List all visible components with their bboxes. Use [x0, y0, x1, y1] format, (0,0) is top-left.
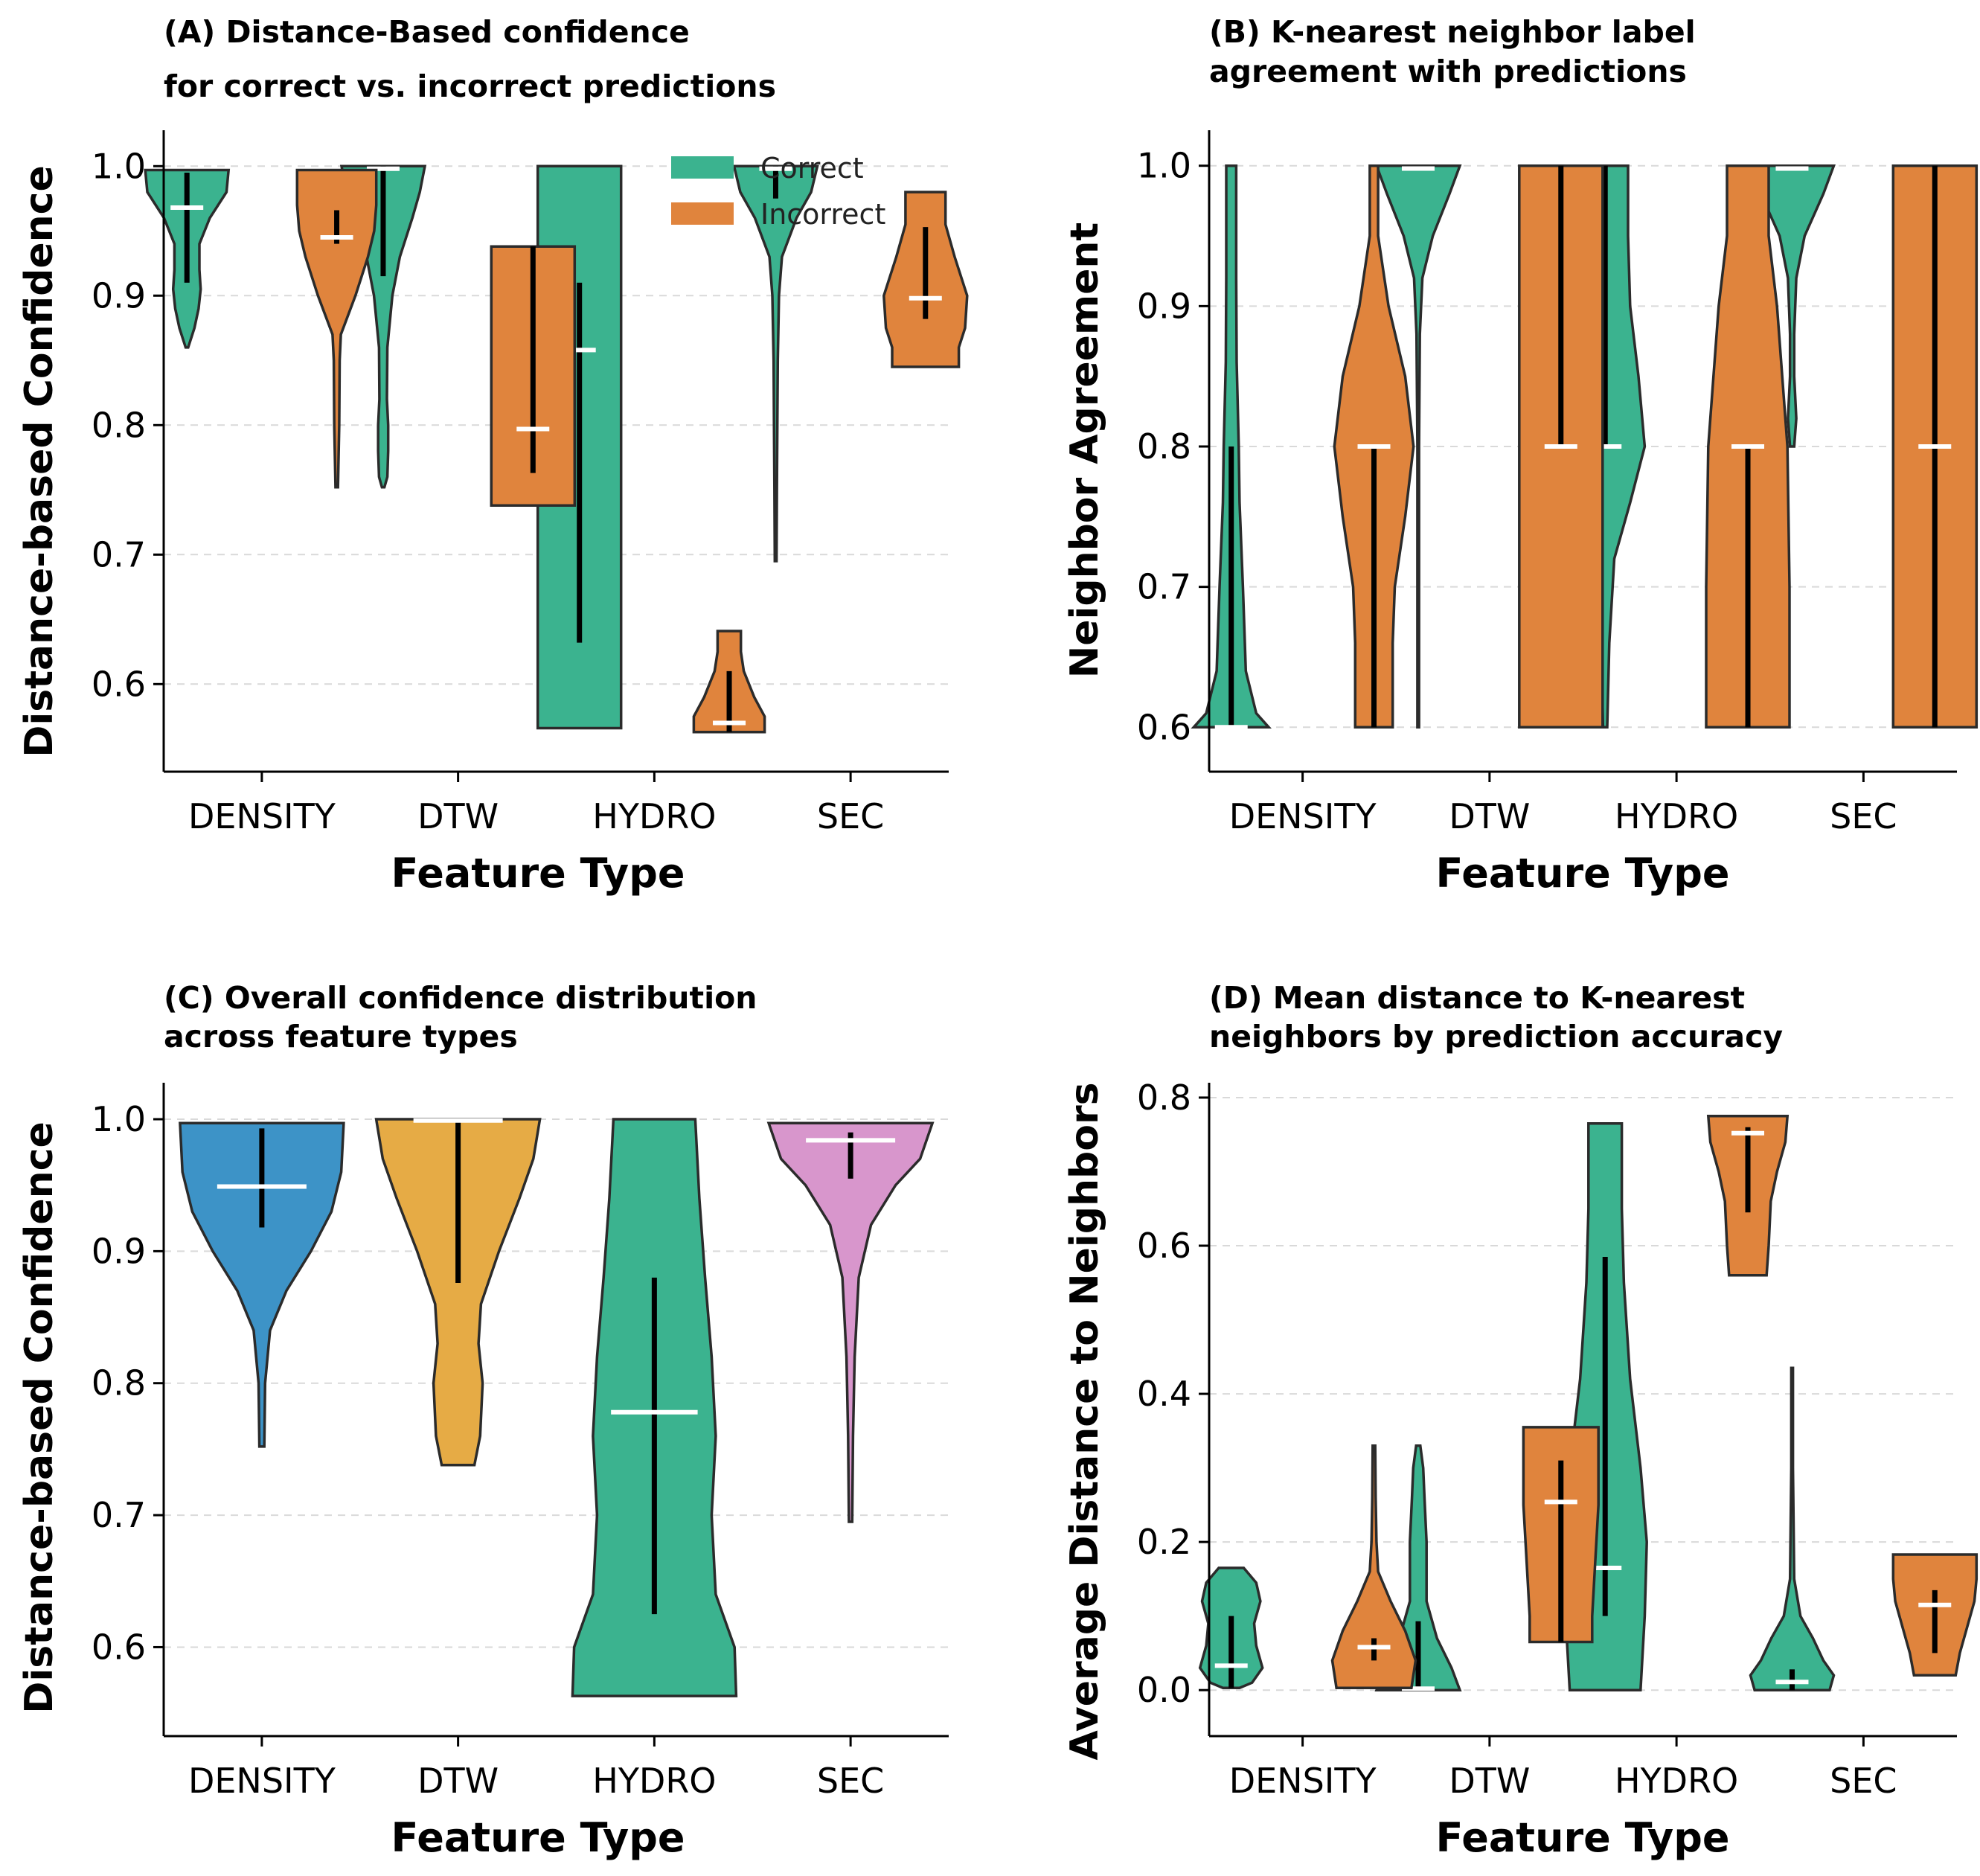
legend-correct-label: Correct: [760, 152, 864, 185]
panel-b-x-tick-label-density: DENSITY: [1229, 796, 1377, 836]
panel-d-x-axis-label: Feature Type: [1436, 1814, 1730, 1861]
panel-a-x-tick-label-dtw: DTW: [417, 796, 499, 836]
legend: Correct Incorrect: [671, 152, 885, 231]
panel-c-x-tick-label-dtw: DTW: [417, 1761, 499, 1801]
panel-d-x-tick-label-sec: SEC: [1830, 1761, 1897, 1801]
panel-d-title-line-2: neighbors by prediction accuracy: [1209, 1019, 1783, 1054]
panel-b-y-tick-label: 0.6: [1137, 707, 1191, 747]
panel-b-y-tick-label: 0.8: [1137, 426, 1191, 467]
panel-b-y-tick-label: 1.0: [1137, 146, 1191, 186]
panel-a-y-tick-label: 1.0: [92, 146, 146, 186]
panel-c-title-line-2: across feature types: [164, 1019, 518, 1054]
panel-a-title-line-1: (A) Distance-Based confidence: [164, 14, 690, 50]
panel-a-y-axis-label: Distance-based Confidence: [17, 165, 62, 758]
panel-b-x-tick-label-hydro: HYDRO: [1615, 796, 1738, 836]
panel-b-y-tick-label: 0.9: [1137, 286, 1191, 326]
panel-d: (D) Mean distance to K-nearest neighbors…: [1063, 980, 1979, 1861]
panel-a-violin-correct-dtw: [339, 164, 427, 489]
panel-b-plot-area: 0.6 0.7 0.8 0.9 1.0 DENSITY DTW HYDRO SEC: [1137, 130, 1979, 836]
legend-incorrect-label: Incorrect: [760, 198, 885, 231]
panel-d-violin-correct-sec: [1749, 1366, 1836, 1691]
panel-d-y-tick-label: 0.8: [1137, 1078, 1191, 1118]
panel-c: (C) Overall confidence distribution acro…: [17, 980, 949, 1861]
panel-c-y-tick-label: 0.8: [92, 1363, 146, 1403]
panel-c-x-axis-label: Feature Type: [391, 1814, 685, 1861]
panel-a: (A) Distance-Based confidence for correc…: [17, 14, 969, 897]
panel-d-x-tick-label-density: DENSITY: [1229, 1761, 1377, 1801]
panel-a-violin-incorrect-density: [295, 168, 378, 489]
panel-b-x-axis-label: Feature Type: [1436, 850, 1730, 897]
panel-b-x-tick-label-sec: SEC: [1830, 796, 1897, 836]
panel-b-title-line-2: agreement with predictions: [1209, 54, 1687, 89]
panel-d-y-tick-label: 0.6: [1137, 1226, 1191, 1266]
panel-a-x-axis-label: Feature Type: [391, 850, 685, 897]
panel-c-y-tick-label: 0.9: [92, 1231, 146, 1271]
panel-a-y-tick-label: 0.8: [92, 405, 146, 445]
panel-d-x-tick-label-hydro: HYDRO: [1615, 1761, 1738, 1801]
panel-d-plot-area: 0.0 0.2 0.4 0.6 0.8 DENSITY DTW HYDRO SEC: [1137, 1078, 1979, 1801]
panel-d-y-tick-label: 0.4: [1137, 1374, 1191, 1414]
panel-b-title-line-1: (B) K-nearest neighbor label: [1209, 14, 1696, 50]
panel-c-plot-area: 0.6 0.7 0.8 0.9 1.0 DENSITY DTW HYDRO SEC: [92, 1083, 949, 1801]
panel-c-y-tick-label: 1.0: [92, 1099, 146, 1139]
legend-incorrect-swatch: [671, 202, 734, 225]
panel-a-x-tick-label-hydro: HYDRO: [592, 796, 716, 836]
panel-d-y-tick-label: 0.0: [1137, 1670, 1191, 1710]
panel-a-y-tick-label: 0.9: [92, 275, 146, 316]
panel-c-title-line-1: (C) Overall confidence distribution: [164, 980, 757, 1016]
legend-correct-swatch: [671, 156, 734, 179]
panel-c-x-tick-label-sec: SEC: [817, 1761, 884, 1801]
panel-c-violin-all-sec: [766, 1121, 935, 1523]
panel-a-title-line-2: for correct vs. incorrect predictions: [164, 68, 776, 104]
panel-d-y-axis-label: Average Distance to Neighbors: [1063, 1082, 1107, 1760]
panel-d-x-tick-label-dtw: DTW: [1449, 1761, 1530, 1801]
panel-c-x-tick-label-hydro: HYDRO: [592, 1761, 716, 1801]
panel-b: (B) K-nearest neighbor label agreement w…: [1063, 14, 1979, 897]
panel-c-x-tick-label-density: DENSITY: [188, 1761, 336, 1801]
panel-b-y-tick-label: 0.7: [1137, 567, 1191, 607]
panel-a-plot-area: 0.6 0.7 0.8 0.9 1.0 DENSITY DTW HYDRO SEC: [92, 130, 969, 836]
panel-b-x-tick-label-dtw: DTW: [1449, 796, 1530, 836]
panel-a-y-tick-label: 0.6: [92, 664, 146, 704]
panel-a-x-tick-label-density: DENSITY: [188, 796, 336, 836]
panel-c-violin-all-density: [179, 1121, 345, 1448]
panel-d-violin-incorrect-density: [1330, 1444, 1417, 1689]
panel-c-y-tick-label: 0.6: [92, 1627, 146, 1667]
panel-d-y-tick-label: 0.2: [1137, 1522, 1191, 1562]
panel-b-y-axis-label: Neighbor Agreement: [1063, 223, 1107, 679]
panel-c-y-tick-label: 0.7: [92, 1495, 146, 1535]
panel-d-title-line-1: (D) Mean distance to K-nearest: [1209, 980, 1745, 1016]
panel-c-y-axis-label: Distance-based Confidence: [17, 1121, 62, 1714]
panel-a-y-tick-label: 0.7: [92, 534, 146, 574]
panel-a-x-tick-label-sec: SEC: [817, 796, 884, 836]
panel-a-violin-correct-sec: [732, 164, 819, 563]
panel-c-violin-all-dtw: [374, 1118, 542, 1467]
